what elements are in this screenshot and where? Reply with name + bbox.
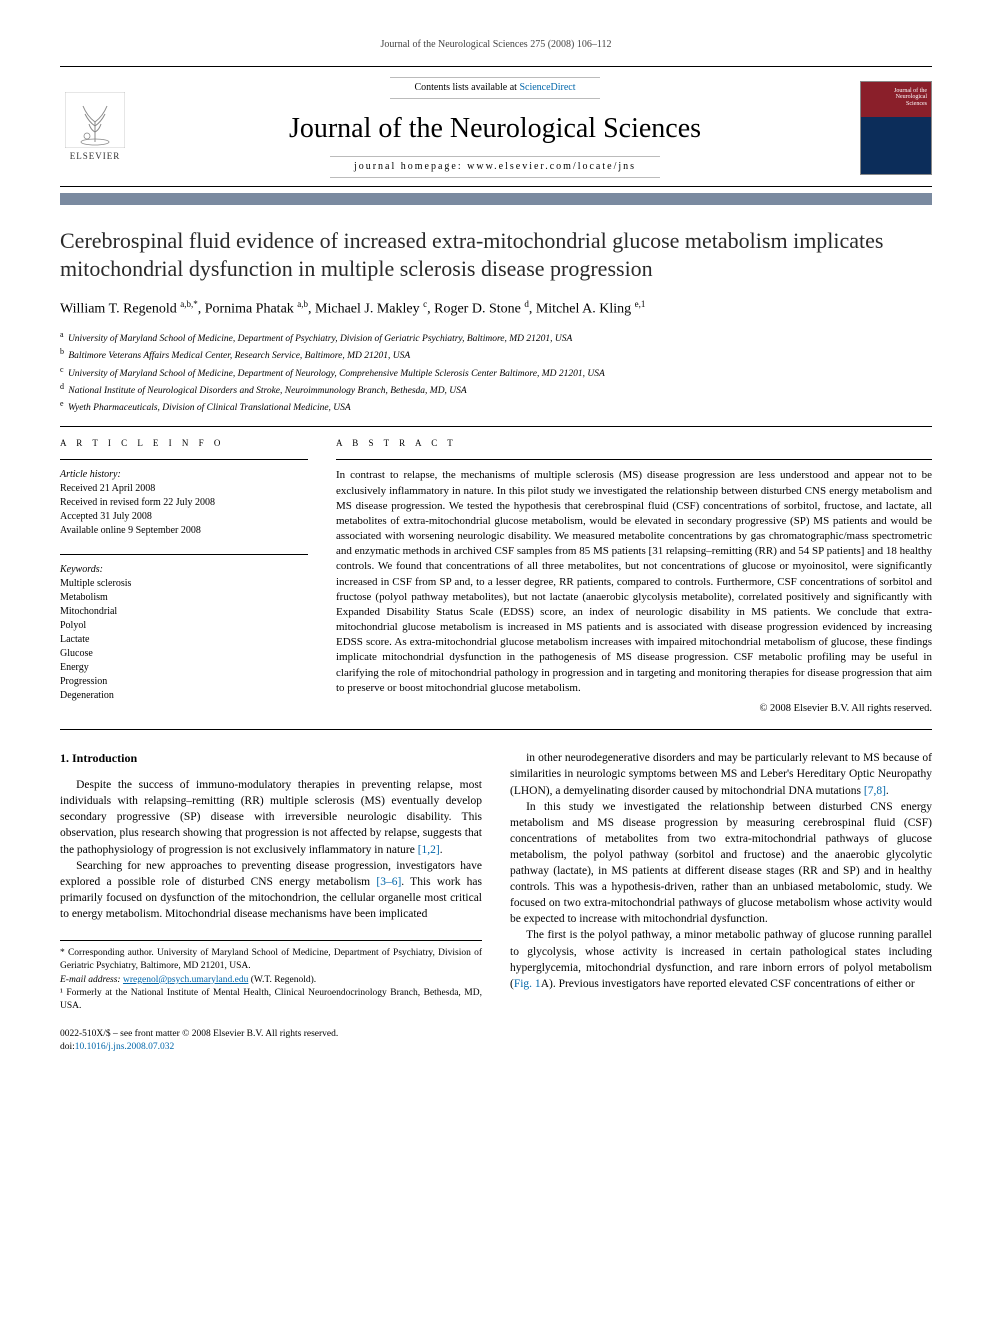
masthead-center: Contents lists available at ScienceDirec… [148,77,842,178]
info-abstract-row: A R T I C L E I N F O Article history: R… [60,437,932,720]
email-owner: (W.T. Regenold). [251,975,316,985]
keyword: Metabolism [60,591,308,605]
keyword: Glucose [60,647,308,661]
accent-color-bar [60,193,932,205]
history-label: Article history: [60,468,308,482]
article-info-label: A R T I C L E I N F O [60,437,308,450]
journal-title: Journal of the Neurological Sciences [148,109,842,148]
abstract-column: A B S T R A C T In contrast to relapse, … [336,437,932,720]
abstract-rule [336,459,932,460]
keyword: Mitochondrial [60,605,308,619]
journal-homepage-line: journal homepage: www.elsevier.com/locat… [330,156,660,178]
affiliation-line: b Baltimore Veterans Affairs Medical Cen… [60,346,932,363]
abstract-copyright: © 2008 Elsevier B.V. All rights reserved… [336,702,932,717]
email-link[interactable]: wregenol@psych.umaryland.edu [123,975,248,985]
cover-line-2: Neurological [865,94,927,101]
rule-below-abstract [60,729,932,730]
keyword: Polyol [60,619,308,633]
sciencedirect-link[interactable]: ScienceDirect [519,82,575,93]
rule-above-info [60,426,932,427]
reference-link[interactable]: [7,8] [864,785,886,797]
contents-prefix: Contents lists available at [414,82,519,93]
journal-cover-thumb: Journal of the Neurological Sciences [860,81,932,175]
body-paragraph: in other neurodegenerative disorders and… [510,750,932,798]
contents-available-line: Contents lists available at ScienceDirec… [390,77,599,99]
intro-heading: 1. Introduction [60,750,482,767]
body-paragraph: Despite the success of immuno-modulatory… [60,777,482,857]
footnotes-block: * Corresponding author. University of Ma… [60,940,482,1013]
info-rule [60,459,308,460]
elsevier-tree-icon [65,92,125,148]
publisher-logo: ELSEVIER [60,89,130,167]
author-list: William T. Regenold a,b,*, Pornima Phata… [60,298,932,319]
masthead: ELSEVIER Contents lists available at Sci… [60,67,932,187]
keyword: Lactate [60,633,308,647]
footnote-1: ¹ Formerly at the National Institute of … [60,987,482,1014]
body-columns: 1. Introduction Despite the success of i… [60,750,932,1054]
running-header: Journal of the Neurological Sciences 275… [60,38,932,52]
reference-link[interactable]: [3–6] [376,876,401,888]
bottom-meta: 0022-510X/$ – see front matter © 2008 El… [60,1028,482,1055]
keywords-block: Keywords: Multiple sclerosisMetabolismMi… [60,563,308,703]
issn-line: 0022-510X/$ – see front matter © 2008 El… [60,1028,482,1041]
history-line: Accepted 31 July 2008 [60,510,308,524]
corresponding-author-note: * Corresponding author. University of Ma… [60,947,482,974]
affiliation-line: c University of Maryland School of Medic… [60,364,932,381]
email-label: E-mail address: [60,975,121,985]
body-left-column: 1. Introduction Despite the success of i… [60,750,482,1054]
body-paragraph: The first is the polyol pathway, a minor… [510,927,932,991]
abstract-text: In contrast to relapse, the mechanisms o… [336,468,932,696]
keyword: Progression [60,675,308,689]
history-line: Received in revised form 22 July 2008 [60,496,308,510]
body-paragraph: In this study we investigated the relati… [510,799,932,928]
keyword: Degeneration [60,689,308,703]
body-right-column: in other neurodegenerative disorders and… [510,750,932,1054]
history-line: Available online 9 September 2008 [60,524,308,538]
article-title: Cerebrospinal fluid evidence of increase… [60,227,932,283]
keywords-rule [60,554,308,555]
abstract-label: A B S T R A C T [336,437,932,450]
publisher-name: ELSEVIER [70,150,121,163]
affiliation-line: a University of Maryland School of Medic… [60,329,932,346]
reference-link[interactable]: [1,2] [418,844,440,856]
article-info-column: A R T I C L E I N F O Article history: R… [60,437,308,720]
keyword: Multiple sclerosis [60,577,308,591]
cover-line-1: Journal of the [865,88,927,95]
body-paragraph: Searching for new approaches to preventi… [60,858,482,922]
reference-link[interactable]: Fig. 1 [514,978,541,990]
history-line: Received 21 April 2008 [60,482,308,496]
email-line: E-mail address: wregenol@psych.umaryland… [60,974,482,987]
affiliations-list: a University of Maryland School of Medic… [60,329,932,416]
keywords-label: Keywords: [60,563,308,577]
affiliation-line: e Wyeth Pharmaceuticals, Division of Cli… [60,398,932,415]
article-history-block: Article history: Received 21 April 2008R… [60,468,308,538]
keyword: Energy [60,661,308,675]
doi-label: doi: [60,1042,75,1052]
cover-line-3: Sciences [865,101,927,108]
affiliation-line: d National Institute of Neurological Dis… [60,381,932,398]
doi-link[interactable]: 10.1016/j.jns.2008.07.032 [75,1042,175,1052]
